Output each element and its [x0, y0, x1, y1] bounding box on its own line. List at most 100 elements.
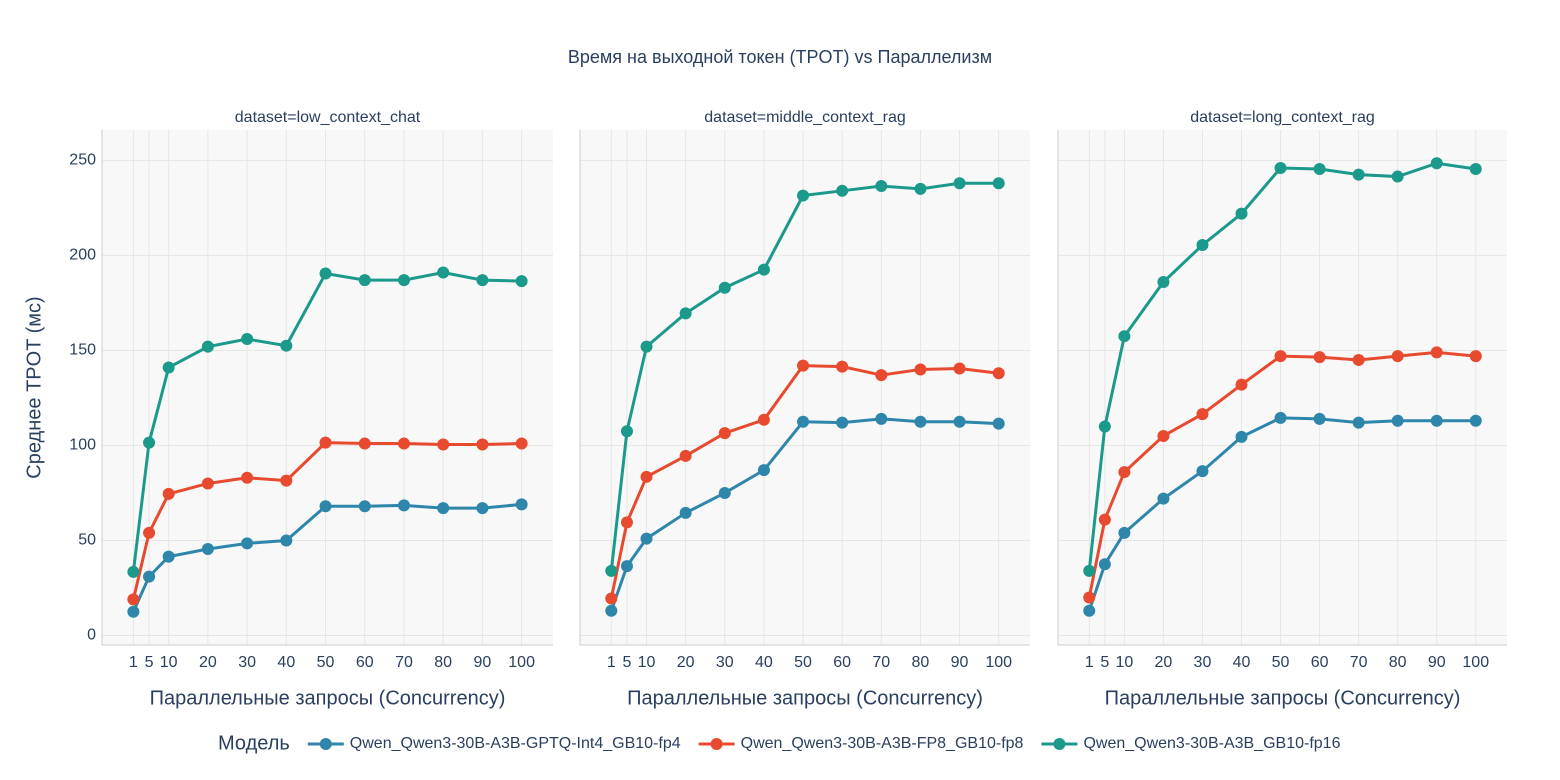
data-point	[241, 471, 254, 484]
data-point	[1352, 416, 1365, 429]
data-point	[1391, 170, 1404, 183]
data-point	[718, 281, 731, 294]
data-point	[679, 449, 692, 462]
data-point	[241, 333, 254, 346]
data-point	[875, 369, 888, 382]
data-point	[1235, 207, 1248, 220]
data-point	[476, 274, 489, 287]
x-tick-label: 90	[951, 654, 969, 671]
data-point	[476, 502, 489, 515]
x-tick-label: 50	[794, 654, 812, 671]
x-tick-label: 20	[199, 654, 217, 671]
data-point	[127, 605, 140, 618]
data-point	[620, 516, 633, 529]
x-tick-label: 70	[1350, 654, 1368, 671]
data-point	[127, 593, 140, 606]
data-point	[1391, 414, 1404, 427]
legend-marker	[1053, 738, 1066, 750]
data-point	[201, 340, 214, 353]
data-point	[1118, 466, 1131, 479]
y-tick-label: 0	[87, 627, 96, 644]
legend-label: Qwen_Qwen3-30B-A3B_GB10-fp16	[1083, 735, 1340, 752]
data-point	[1235, 430, 1248, 443]
data-point	[914, 415, 927, 428]
data-point	[620, 560, 633, 573]
data-point	[1083, 591, 1096, 604]
data-point	[797, 359, 810, 372]
data-point	[1430, 414, 1443, 427]
data-point	[992, 177, 1005, 190]
series-line	[609, 181, 999, 572]
x-tick-label: 30	[1194, 654, 1212, 671]
x-tick-label: 1	[607, 654, 616, 671]
data-point	[1313, 162, 1326, 175]
data-point	[1098, 513, 1111, 526]
data-point	[875, 412, 888, 425]
plot-area	[580, 130, 1030, 645]
data-point	[836, 360, 849, 373]
y-tick-label: 100	[69, 437, 96, 454]
y-tick-label: 50	[78, 532, 96, 549]
x-tick-label: 10	[160, 654, 178, 671]
data-point	[437, 438, 450, 451]
data-point	[1469, 414, 1482, 427]
x-axis-title: Параллельные запросы (Concurrency)	[627, 687, 983, 709]
data-point	[201, 477, 214, 490]
x-tick-label: 90	[474, 654, 492, 671]
data-point	[797, 189, 810, 202]
data-point	[397, 274, 410, 287]
x-tick-label: 80	[1389, 654, 1407, 671]
series-line	[1087, 350, 1476, 598]
data-point	[1469, 162, 1482, 175]
data-point	[437, 266, 450, 279]
data-point	[953, 177, 966, 190]
legend-marker	[319, 738, 332, 750]
data-point	[1196, 465, 1209, 478]
data-point	[679, 506, 692, 519]
x-tick-label: 40	[1233, 654, 1251, 671]
data-point	[1274, 350, 1287, 363]
series-line	[1087, 161, 1476, 572]
x-tick-label: 60	[833, 654, 851, 671]
data-point	[515, 437, 528, 450]
data-point	[914, 182, 927, 195]
x-tick-label: 30	[716, 654, 734, 671]
legend-title: Модель	[218, 732, 290, 754]
data-point	[757, 464, 770, 477]
x-tick-label: 70	[872, 654, 890, 671]
x-tick-label: 100	[508, 654, 535, 671]
x-tick-label: 50	[317, 654, 335, 671]
data-point	[319, 267, 332, 280]
data-point	[1083, 604, 1096, 617]
x-tick-label: 40	[755, 654, 773, 671]
subplot-title: dataset=middle_context_rag	[704, 109, 905, 126]
x-tick-label: 5	[623, 654, 632, 671]
data-point	[515, 498, 528, 511]
data-point	[1274, 162, 1287, 175]
data-point	[1098, 420, 1111, 433]
data-point	[515, 275, 528, 288]
data-point	[143, 436, 156, 449]
subplot-title: dataset=low_context_chat	[235, 109, 421, 126]
data-point	[1313, 412, 1326, 425]
y-tick-label: 150	[69, 342, 96, 359]
data-point	[1098, 558, 1111, 571]
x-tick-label: 80	[434, 654, 452, 671]
x-axis-title: Параллельные запросы (Concurrency)	[150, 687, 506, 709]
data-point	[162, 361, 175, 374]
x-tick-label: 5	[145, 654, 154, 671]
x-axis-title: Параллельные запросы (Concurrency)	[1105, 687, 1461, 709]
x-tick-label: 60	[1311, 654, 1329, 671]
x-tick-label: 1	[129, 654, 138, 671]
series-line	[131, 441, 522, 600]
data-point	[953, 415, 966, 428]
data-point	[397, 437, 410, 450]
data-point	[358, 274, 371, 287]
data-point	[280, 474, 293, 487]
data-point	[1352, 353, 1365, 366]
data-point	[143, 570, 156, 583]
data-point	[1196, 238, 1209, 251]
data-point	[1430, 157, 1443, 170]
data-point	[319, 436, 332, 449]
x-tick-label: 30	[238, 654, 256, 671]
